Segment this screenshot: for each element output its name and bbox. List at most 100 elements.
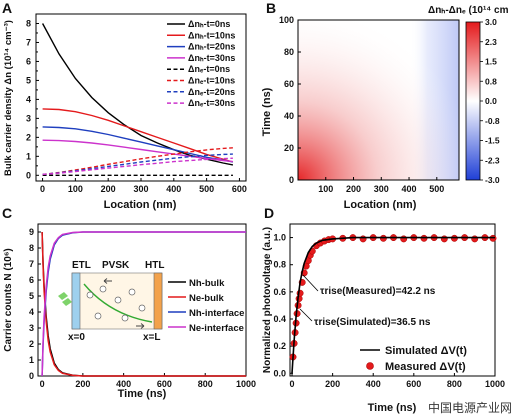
legend-label: Δnₕ-t=0ns xyxy=(188,19,230,29)
panel-b: B 100 200 300 400 500 0 20 40 60 80 100 Time (ns)… xyxy=(261,0,509,211)
measured-point xyxy=(359,235,367,243)
inset-htl-label: HTL xyxy=(145,260,164,271)
panel-d-y-label: Normalized photovoltage (a.u.) xyxy=(262,227,273,373)
x-tick-label: 600 xyxy=(406,379,421,389)
y-tick-label: 7 xyxy=(26,37,31,47)
measured-point xyxy=(471,235,479,243)
x-tick-label: 200 xyxy=(325,379,340,389)
legend-simulated-label: Simulated ΔV(t) xyxy=(385,345,467,357)
panel-d-x-label: Time (ns) xyxy=(368,402,417,414)
htl-layer xyxy=(153,272,163,330)
panel-b-x-label: Location (nm) xyxy=(344,199,417,211)
inset-pvsk-label: PVSK xyxy=(102,260,130,271)
y-tick-label: 2 xyxy=(29,339,34,349)
watermark: 中国电源产业网 xyxy=(428,400,512,415)
x-tick-label: 300 xyxy=(133,184,148,194)
panel-b-plot-frame xyxy=(297,19,460,181)
legend-label: Ne-interface xyxy=(189,323,244,334)
panel-a: A 0 100 200 300 400 500 600 0 1 2 3 4 5 6 7 8 Δnₕ-t=0n… xyxy=(2,0,247,211)
colorbar-tick-label: -1.5 xyxy=(485,136,500,146)
x-tick-label: 400 xyxy=(366,379,381,389)
colorbar-tick-label: 1.5 xyxy=(485,57,497,67)
y-tick-label: 20 xyxy=(284,143,294,153)
y-tick-label: 0.8 xyxy=(273,260,286,270)
panel-b-y-label: Time (ns) xyxy=(261,87,273,136)
panel-a-y-label: Bulk carrier density Δn (10¹⁴ cm⁻³) xyxy=(3,20,14,176)
colorbar xyxy=(465,21,481,181)
legend-label: Nh-bulk xyxy=(189,278,225,289)
etl-layer xyxy=(71,272,81,330)
measured-point xyxy=(440,235,448,243)
x-tick-label: 400 xyxy=(166,184,181,194)
panel-c-lines xyxy=(41,231,246,377)
measured-annotation-pointer xyxy=(302,274,319,292)
simulated-line xyxy=(291,236,495,374)
y-tick-label: 5 xyxy=(29,291,34,301)
panel-b-heatmap-positive-region xyxy=(298,20,459,180)
panel-d: D 0 200 400 600 800 1000 0.0 0.2 0.4 0.6 0.8 1.0 τ… xyxy=(262,205,505,414)
x-tick-label: 200 xyxy=(101,184,116,194)
x-tick-label: 400 xyxy=(402,184,417,194)
legend-label: Nh-interface xyxy=(189,308,244,319)
panel-d-legend: Simulated ΔV(t) Measured ΔV(t) xyxy=(360,345,467,373)
panel-d-letter: D xyxy=(264,205,274,221)
y-tick-label: 3 xyxy=(26,113,31,123)
panel-c-x-label: Time (ns) xyxy=(118,388,167,400)
y-tick-label: 0.2 xyxy=(273,341,286,351)
tau-simulated-annotation: τrise(Simulated)=36.5 ns xyxy=(314,317,431,328)
tau-measured-annotation: τrise(Measured)=42.2 ns xyxy=(320,286,436,297)
y-tick-label: 0.6 xyxy=(273,287,286,297)
y-tick-label: 1 xyxy=(26,151,31,161)
y-tick-label: 8 xyxy=(29,243,34,253)
legend-label: Δnₕ-t=30ns xyxy=(188,53,235,63)
legend-label: Δnₑ-t=30ns xyxy=(188,98,235,108)
x-tick-label: 600 xyxy=(157,379,172,389)
series-line xyxy=(42,157,233,176)
y-tick-label: 0 xyxy=(26,170,31,180)
colorbar-tick-label: 0.8 xyxy=(485,76,497,86)
y-tick-label: 0 xyxy=(29,371,34,381)
legend-label: Ne-bulk xyxy=(189,293,225,304)
series-line xyxy=(42,108,234,163)
device-schematic-inset: ETL PVSK HTL x=0 x=L xyxy=(58,260,164,343)
x-tick-label: 100 xyxy=(318,184,333,194)
panel-a-y-ticks: 0 1 2 3 4 5 6 7 8 xyxy=(26,18,39,180)
panel-d-x-ticks: 0 200 400 600 800 1000 xyxy=(290,373,505,389)
panel-b-x-ticks: 100 200 300 400 500 xyxy=(318,177,444,194)
colorbar-title: Δnₕ-Δnₑ (10¹⁴ cm xyxy=(428,5,509,16)
panel-d-plot-frame xyxy=(289,223,496,377)
y-tick-label: 6 xyxy=(29,275,34,285)
y-tick-label: 5 xyxy=(26,75,31,85)
x-tick-label: 0 xyxy=(290,379,295,389)
simulated-annotation-pointer xyxy=(299,308,313,322)
colorbar-tick-label: -3.0 xyxy=(485,175,500,185)
inset-xl-label: x=L xyxy=(143,332,161,343)
x-tick-label: 400 xyxy=(116,379,131,389)
carrier-particle xyxy=(94,312,102,320)
colorbar-tick-label: 0.0 xyxy=(485,96,497,106)
x-tick-label: 0 xyxy=(40,379,45,389)
series-line xyxy=(42,126,234,163)
x-tick-label: 1000 xyxy=(236,379,256,389)
panel-d-simulated-line xyxy=(291,236,495,374)
x-tick-label: 0 xyxy=(40,184,45,194)
y-tick-label: 1.0 xyxy=(273,233,286,243)
colorbar-tick-label: -0.8 xyxy=(485,116,500,126)
panel-c: C 0 200 400 600 800 1000 0 1 2 3 4 5 6 7 8 9 ETL xyxy=(2,205,256,400)
x-tick-label: 200 xyxy=(346,184,361,194)
colorbar-ticks: 3.0 2.3 1.5 0.8 0.0 -0.8 -1.5 -2.3 -3.0 xyxy=(480,17,500,185)
carrier-particle xyxy=(114,296,122,304)
y-tick-label: 1 xyxy=(29,355,34,365)
inset-x0-label: x=0 xyxy=(68,332,85,343)
y-tick-label: 60 xyxy=(284,79,294,89)
panel-c-legend: Nh-bulk Ne-bulk Nh-interface Ne-interface xyxy=(168,278,244,334)
x-tick-label: 300 xyxy=(374,184,389,194)
colorbar-tick-label: 2.3 xyxy=(485,37,497,47)
y-tick-label: 3 xyxy=(29,323,34,333)
left-arrow-icon xyxy=(103,278,112,284)
carrier-particle xyxy=(128,288,136,296)
x-tick-label: 800 xyxy=(198,379,213,389)
carrier-particle xyxy=(138,304,146,312)
carrier-distribution-curve xyxy=(83,283,153,323)
